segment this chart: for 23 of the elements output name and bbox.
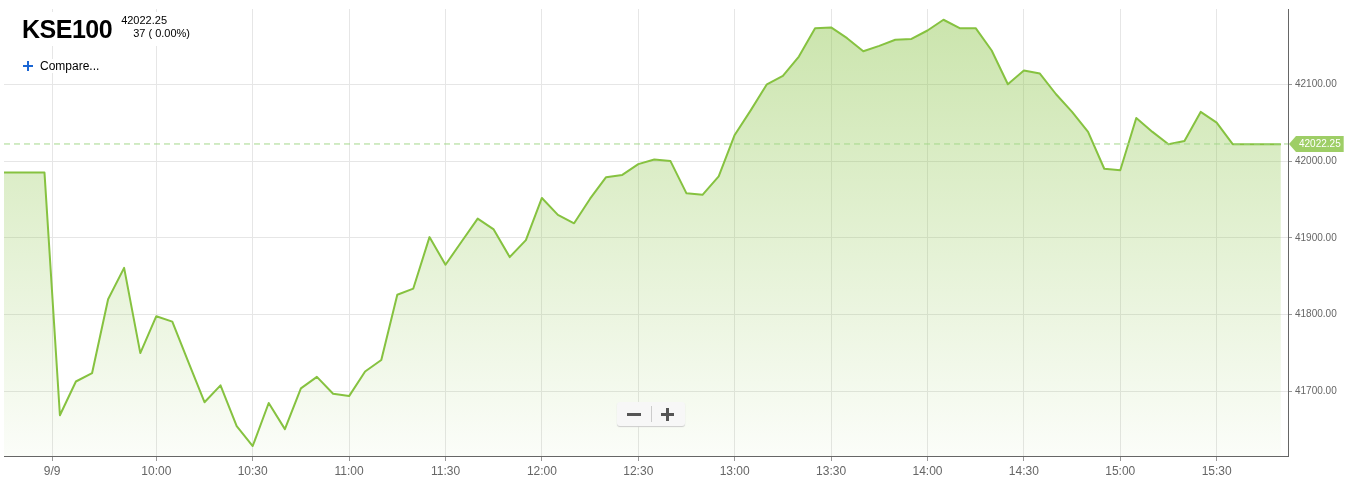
- chart-title: KSE100: [22, 14, 113, 45]
- x-tick-label: 15:00: [1105, 463, 1136, 478]
- x-tick-label: 13:00: [719, 463, 751, 478]
- x-tick-label: 11:30: [430, 463, 461, 478]
- y-tick-label: 41700.00: [1295, 385, 1338, 397]
- x-tick-label: 11:00: [334, 463, 364, 478]
- x-tick-label: 14:00: [912, 463, 943, 478]
- x-tick-label: 12:30: [623, 463, 654, 478]
- x-tick-label: 14:30: [1008, 463, 1040, 478]
- y-tick-label: 41800.00: [1295, 308, 1338, 320]
- y-tick-label: 42000.00: [1295, 154, 1338, 166]
- annotation: 37 ( 0.00%): [132, 27, 190, 40]
- y-tick-label: 41900.00: [1295, 231, 1338, 243]
- x-tick-label: 10:00: [141, 463, 172, 478]
- y-tick-label: 42100.00: [1295, 78, 1338, 90]
- x-tick-label: 13:30: [816, 463, 847, 478]
- chart-subtitle: 42022.25: [121, 14, 168, 27]
- x-tick-label: 15:30: [1201, 463, 1233, 478]
- annotation: Compare...: [40, 59, 100, 73]
- x-tick-label: 12:00: [526, 463, 558, 478]
- ref-line-label: 42022.25: [1299, 138, 1342, 150]
- x-tick-label: 10:30: [237, 463, 269, 478]
- x-tick-label: 9/9: [43, 463, 61, 478]
